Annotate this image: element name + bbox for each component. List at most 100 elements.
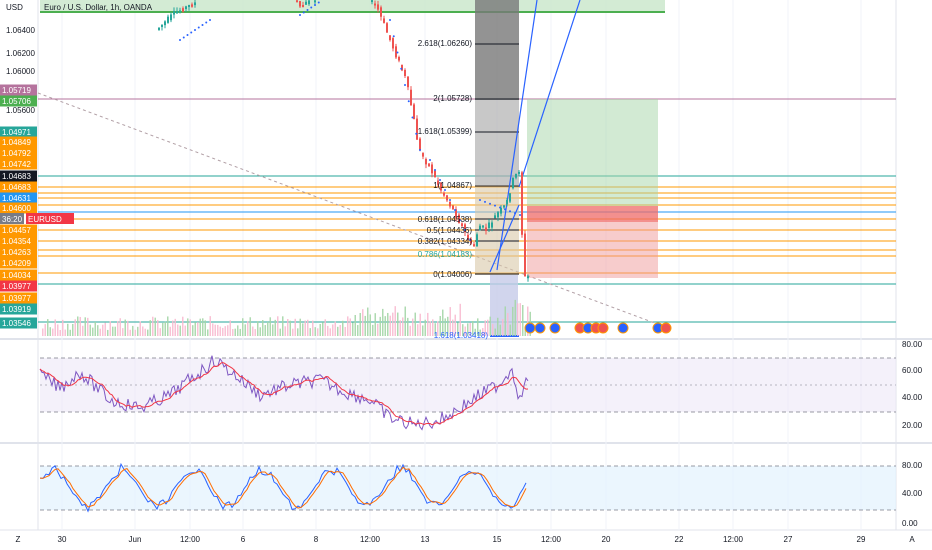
volume-bar	[324, 319, 326, 336]
volume-bar	[112, 326, 114, 336]
price-tag	[0, 235, 37, 247]
volume-bar	[444, 318, 446, 336]
price-candles[interactable]	[158, 0, 529, 282]
candle-body	[170, 14, 172, 21]
fib-label: 0.5(1.04436)	[427, 226, 473, 235]
price-tag-text: 1.04034	[2, 271, 31, 280]
volume-bar	[172, 320, 174, 336]
volume-bar	[257, 321, 259, 336]
candle-body	[527, 276, 529, 279]
candle-body	[485, 227, 487, 232]
volume-bar	[254, 329, 256, 336]
volume-bar	[224, 326, 226, 336]
volume-bar	[77, 316, 79, 336]
price-tag	[0, 202, 37, 214]
candle-body	[515, 173, 517, 178]
sar-dot	[400, 67, 403, 70]
fib-zone-dark[interactable]	[475, 0, 519, 100]
fib-zone-blue[interactable]	[490, 275, 518, 335]
volume-bar	[472, 320, 474, 336]
volume-bar	[509, 324, 511, 336]
rsi-line[interactable]	[39, 355, 529, 431]
rsi-ma-line[interactable]	[39, 361, 529, 426]
economic-events[interactable]	[524, 322, 672, 334]
candle-body	[467, 234, 469, 240]
sar-dot	[197, 26, 200, 29]
candle-body	[176, 11, 178, 14]
price-tag	[0, 170, 37, 182]
volume-bar	[312, 320, 314, 336]
stoch-d-line[interactable]	[39, 466, 527, 509]
volume-bar	[352, 322, 354, 336]
volume-bar	[289, 320, 291, 336]
volume-bar	[412, 318, 414, 336]
volume-bar	[114, 326, 116, 336]
volume-bar	[89, 324, 91, 336]
svg-text:29: 29	[857, 535, 866, 544]
volume-bar	[207, 329, 209, 336]
volume-bar	[354, 315, 356, 336]
volume-bar	[492, 323, 494, 336]
symbol-title[interactable]: Euro / U.S. Dollar, 1h, OANDA	[44, 3, 153, 12]
volume-bar	[184, 325, 186, 336]
countdown-text: 36:20	[2, 215, 23, 224]
volume-bar	[134, 329, 136, 336]
volume-bar	[287, 318, 289, 336]
volume-bar	[304, 320, 306, 336]
candle-body	[404, 69, 406, 77]
volume-bar	[187, 318, 189, 336]
volume-bar	[522, 304, 524, 336]
volume-bar	[292, 328, 294, 336]
left-price-axis[interactable]: 1.06400 1.06200 1.06000 1.05600	[6, 26, 35, 115]
volume-bar	[489, 316, 491, 336]
stoch-k-line[interactable]	[39, 462, 527, 513]
candle-body	[299, 1, 301, 7]
trend-line[interactable]	[37, 92, 661, 326]
volume-bar	[419, 313, 421, 336]
candle-body	[314, 0, 316, 3]
candle-body	[167, 16, 169, 23]
volume-bar	[379, 316, 381, 336]
volume-bar	[344, 326, 346, 336]
auto-scale-button-right[interactable]: A	[909, 535, 915, 544]
volume-bar	[359, 312, 361, 336]
volume-bar	[197, 322, 199, 336]
volume-bar	[477, 318, 479, 336]
candle-body	[497, 212, 499, 218]
volume-bar	[99, 328, 101, 336]
volume-bar	[69, 329, 71, 336]
svg-text:0.00: 0.00	[902, 519, 918, 528]
time-axis[interactable]: 30 Jun 12:00 6 8 12:00 13 15 12:00 20 22…	[58, 535, 866, 544]
price-tag	[0, 292, 37, 304]
svg-text:Jun: Jun	[129, 535, 142, 544]
fib-zone-gray[interactable]	[475, 100, 519, 185]
sar-dot	[469, 239, 471, 241]
right-indicator-axis[interactable]: 80.00 60.00 40.00 20.00 80.00 40.00 0.00	[902, 340, 923, 528]
volume-bar	[409, 325, 411, 336]
auto-scale-button-left[interactable]: Z	[16, 535, 21, 544]
svg-text:1.06000: 1.06000	[6, 67, 35, 76]
candle-body	[440, 182, 442, 191]
candle-body	[392, 38, 394, 49]
volume-bar	[452, 319, 454, 336]
candle-body	[446, 195, 448, 201]
sar-dot	[509, 210, 511, 213]
volume-bar	[247, 321, 249, 336]
volume-bar	[322, 322, 324, 336]
volume-bar	[279, 328, 281, 336]
price-tag-text: 1.04209	[2, 259, 31, 268]
volume-bar	[102, 324, 104, 336]
volume-bar	[139, 321, 141, 336]
horizontal-levels[interactable]	[38, 98, 896, 323]
volume-bar	[189, 319, 191, 336]
candle-body	[500, 207, 502, 214]
price-tag-text: 1.04742	[2, 160, 31, 169]
fib-label: 2.618(1.06260)	[418, 39, 473, 48]
projection-lines[interactable]	[489, 0, 581, 273]
volume-bar	[524, 328, 526, 336]
target-zone[interactable]	[527, 99, 658, 206]
volume-bar	[227, 325, 229, 336]
sar-dot	[310, 6, 313, 9]
volume-bar	[432, 319, 434, 336]
